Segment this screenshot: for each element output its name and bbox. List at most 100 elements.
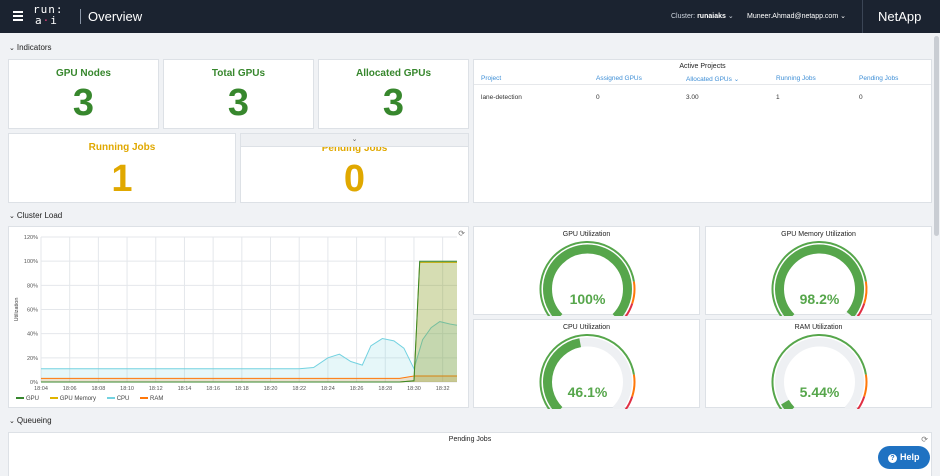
x-tick-label: 18:08	[91, 386, 105, 392]
cpu-utilization-title: CPU Utilization	[562, 324, 611, 331]
cpu-series-area	[41, 321, 457, 382]
total-gpus-label: Total GPUs	[211, 68, 266, 79]
ram-utilization-gauge: 5.44%	[771, 333, 868, 409]
gauge-value-arc	[781, 399, 795, 409]
cell-assigned-gpus: 0	[596, 94, 600, 101]
table-header: Project Assigned GPUs Allocated GPUs ⌄ R…	[474, 75, 931, 85]
chevron-down-icon: ⌄	[9, 213, 15, 220]
cell-allocated-gpus: 3.00	[686, 94, 699, 101]
y-tick-label: 120%	[24, 235, 38, 241]
pending-jobs-label: Pending Jobs	[321, 143, 388, 154]
ram-utilization-title: RAM Utilization	[794, 324, 843, 331]
panel-header-bar[interactable]: ⌄	[241, 134, 468, 147]
gauge-value-arc	[543, 244, 632, 316]
utilization-chart-panel: ⟳ 0% 20% 40% 60% 80% 100% 120% 18:04 18:06 18:08 1…	[8, 226, 469, 408]
gpu-utilization-gauge: 100%	[539, 240, 636, 316]
menu-icon[interactable]	[13, 11, 23, 21]
chevron-down-icon: ⌄	[840, 13, 846, 20]
gpu-series-area	[41, 261, 457, 382]
gauge-value-text: 98.2%	[800, 291, 840, 307]
gpu-nodes-label: GPU Nodes	[55, 68, 111, 79]
question-icon: ?	[888, 454, 897, 463]
pending-jobs-panel: Pending Jobs ⌄ 0	[240, 133, 469, 203]
active-projects-title: Active Projects	[679, 63, 726, 70]
threshold-red-arc	[856, 303, 866, 316]
x-tick-label: 18:32	[436, 386, 450, 392]
section-cluster-load[interactable]: ⌄ Cluster Load	[9, 211, 63, 220]
column-project[interactable]: Project	[481, 75, 502, 82]
gauge-value-text: 100%	[570, 291, 606, 307]
allocated-gpus-value: 3	[382, 82, 405, 124]
threshold-green-arc	[771, 240, 867, 316]
gauge-value-text: 46.1%	[568, 384, 608, 400]
header-divider	[80, 9, 81, 24]
column-assigned-gpus[interactable]: Assigned GPUs	[596, 75, 642, 82]
cell-pending-jobs: 0	[859, 94, 863, 101]
column-allocated-gpus[interactable]: Allocated GPUs ⌄	[686, 76, 740, 83]
cell-running-jobs: 1	[776, 94, 780, 101]
active-projects-panel: Active Projects Project Assigned GPUs Al…	[473, 59, 932, 203]
top-bar: run: a·i Overview Cluster: runaiaks ⌄ Mu…	[0, 0, 940, 33]
threshold-green-arc	[539, 333, 635, 409]
allocated-gpus-label: Allocated GPUs	[355, 68, 432, 79]
ram-series-area	[41, 376, 457, 382]
cpu-utilization-gauge: 46.1%	[539, 333, 636, 409]
total-gpus-value: 3	[227, 82, 250, 124]
cluster-selector[interactable]: Cluster: runaiaks ⌄	[671, 13, 734, 20]
cpu-series-line	[41, 321, 458, 371]
threshold-red-arc	[624, 396, 634, 409]
cpu-utilization-panel: CPU Utilization 46.1%	[473, 319, 700, 409]
legend-cpu[interactable]: CPU	[106, 396, 129, 402]
chart-legend: GPU GPU Memory CPU RAM	[16, 396, 172, 402]
threshold-green-arc	[771, 333, 867, 409]
legend-ram[interactable]: RAM	[140, 396, 163, 402]
pending-jobs-queue-title: Pending Jobs	[448, 436, 492, 443]
pending-jobs-queue-panel: Pending Jobs ⟳	[8, 432, 932, 476]
gpu-nodes-value: 3	[72, 82, 95, 124]
x-tick-label: 18:24	[321, 386, 335, 392]
x-tick-label: 18:18	[235, 386, 249, 392]
chevron-down-icon: ⌄	[9, 45, 15, 52]
chevron-down-icon[interactable]: ⌄	[351, 136, 358, 143]
gauge-value-text: 5.44%	[800, 384, 840, 400]
sort-desc-icon: ⌄	[733, 76, 740, 83]
gauge-track	[775, 337, 864, 409]
x-tick-label: 18:28	[378, 386, 392, 392]
allocated-gpus-panel: Allocated GPUs 3	[318, 59, 469, 129]
page-scrollbar[interactable]	[934, 36, 939, 236]
ram-series-line	[41, 375, 457, 379]
gpu-memory-utilization-gauge: 98.2%	[771, 240, 868, 316]
column-running-jobs[interactable]: Running Jobs	[776, 75, 816, 82]
gpu-utilization-title: GPU Utilization	[562, 231, 611, 238]
pending-jobs-value: 0	[343, 158, 366, 200]
user-menu[interactable]: Muneer.Ahmad@netapp.com ⌄	[747, 13, 846, 20]
section-indicators[interactable]: ⌄ Indicators	[9, 43, 52, 52]
legend-gpu-memory[interactable]: GPU Memory	[49, 396, 96, 402]
y-axis-label: Utilization	[14, 298, 20, 322]
running-jobs-label: Running Jobs	[88, 142, 156, 153]
runai-logo[interactable]: run: a·i	[33, 3, 64, 27]
x-tick-label: 18:30	[407, 386, 421, 392]
x-tick-label: 18:20	[264, 386, 278, 392]
x-tick-label: 18:12	[149, 386, 163, 392]
refresh-icon[interactable]: ⟳	[458, 229, 465, 238]
threshold-orange-arc	[863, 281, 868, 304]
threshold-red-arc	[856, 396, 866, 409]
y-tick-label: 40%	[27, 332, 38, 338]
legend-gpu[interactable]: GPU	[16, 396, 39, 402]
section-queueing[interactable]: ⌄ Queueing	[9, 416, 52, 425]
column-pending-jobs[interactable]: Pending Jobs	[859, 75, 899, 82]
y-tick-label: 100%	[24, 259, 38, 265]
threshold-green-arc	[539, 240, 635, 316]
threshold-orange-arc	[631, 374, 636, 397]
netapp-logo: NetApp	[862, 0, 940, 33]
refresh-icon[interactable]: ⟳	[921, 435, 928, 444]
x-tick-label: 18:06	[63, 386, 77, 392]
help-button[interactable]: ? Help	[878, 446, 930, 469]
gauge-value-arc	[775, 244, 864, 316]
cell-project: lane-detection	[481, 94, 522, 101]
x-tick-label: 18:04	[34, 386, 48, 392]
threshold-orange-arc	[863, 374, 868, 397]
ram-utilization-panel: RAM Utilization 5.44%	[705, 319, 932, 409]
utilization-chart: 0% 20% 40% 60% 80% 100% 120% 18:04 18:06 18:08 18:…	[14, 235, 458, 392]
